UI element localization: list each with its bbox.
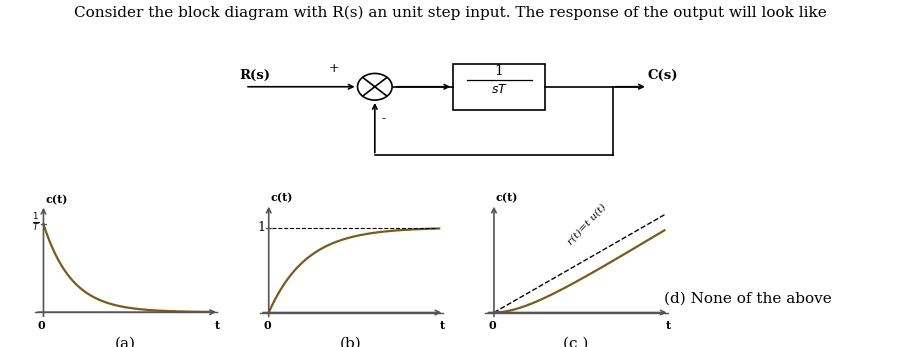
Text: 0: 0: [263, 320, 271, 331]
Text: (a): (a): [114, 337, 136, 347]
Text: R(s): R(s): [240, 69, 270, 82]
Text: C(s): C(s): [648, 69, 678, 82]
Text: (c ): (c ): [563, 336, 588, 347]
Text: t: t: [665, 320, 670, 331]
Text: 0: 0: [488, 320, 496, 331]
Text: 1: 1: [495, 64, 504, 78]
FancyBboxPatch shape: [453, 64, 545, 110]
Text: t: t: [440, 320, 445, 331]
Text: c(t): c(t): [270, 193, 293, 204]
Text: $\frac{1}{T}$: $\frac{1}{T}$: [32, 211, 40, 234]
Text: c(t): c(t): [45, 194, 68, 205]
Text: Consider the block diagram with R(s) an unit step input. The response of the out: Consider the block diagram with R(s) an …: [74, 5, 827, 19]
Text: t: t: [214, 320, 220, 331]
Text: (b): (b): [340, 336, 361, 347]
Text: 0: 0: [38, 320, 46, 331]
Text: $sT$: $sT$: [491, 83, 507, 96]
Text: -: -: [381, 112, 386, 125]
Text: c(t): c(t): [496, 193, 518, 204]
Text: +: +: [329, 62, 340, 75]
Text: 1: 1: [258, 221, 266, 234]
Text: r(t)=t u(t): r(t)=t u(t): [566, 202, 608, 246]
Text: (d) None of the above: (d) None of the above: [664, 291, 832, 305]
